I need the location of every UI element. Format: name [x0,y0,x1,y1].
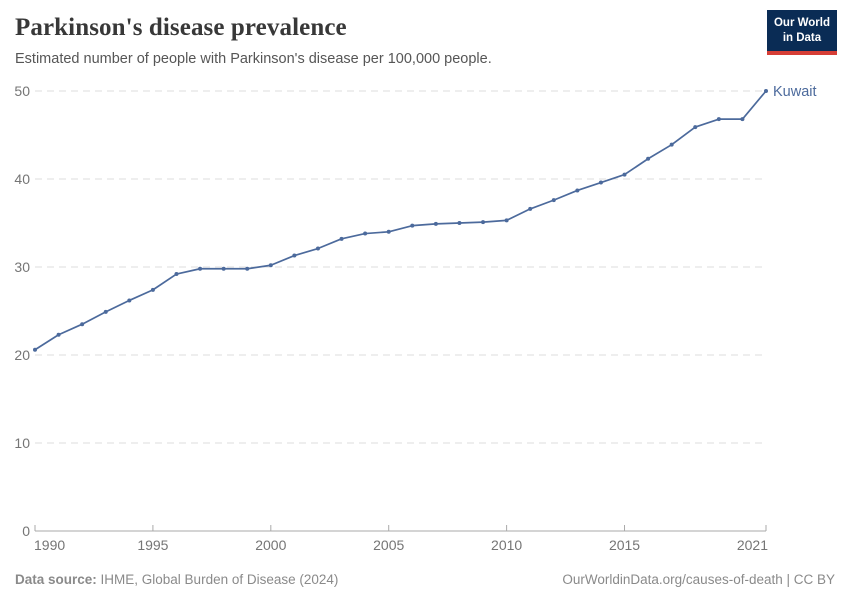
chart-subtitle: Estimated number of people with Parkinso… [15,51,492,68]
x-tick-label: 2010 [491,537,522,553]
data-point [622,172,627,177]
x-tick-label: 1990 [34,537,65,553]
data-point [245,266,250,271]
data-point [33,347,37,352]
x-tick-label: 2021 [737,537,768,553]
data-point [292,253,297,258]
chart-title: Parkinson's disease prevalence [15,14,347,41]
data-point [669,142,674,147]
x-tick-label: 1995 [137,537,168,553]
data-point [127,298,132,303]
credit-link[interactable]: OurWorldinData.org/causes-of-death | CC … [562,572,835,587]
data-point [598,180,603,185]
data-point [103,309,108,314]
y-tick-label: 40 [14,171,30,187]
data-point [80,322,85,327]
data-source: Data source: IHME, Global Burden of Dise… [15,572,338,587]
owid-logo[interactable]: Our World in Data [766,10,837,55]
data-point [740,117,745,122]
chart-footer: Data source: IHME, Global Burden of Dise… [15,572,835,587]
chart-header: Parkinson's disease prevalence Estimated… [15,12,750,69]
data-point [150,287,155,292]
data-point [528,206,533,211]
data-point [386,229,391,234]
x-tick-label: 2005 [373,537,404,553]
y-tick-label: 30 [14,259,30,275]
x-tick-label: 2000 [255,537,286,553]
data-source-text: IHME, Global Burden of Disease (2024) [96,572,339,587]
data-point [268,263,273,268]
data-point [433,221,438,226]
data-point [504,218,509,223]
data-point [764,89,768,93]
y-tick-label: 0 [22,523,30,539]
owid-logo-line1: Our World [773,17,830,29]
data-point [481,220,486,225]
data-point [410,223,415,228]
data-point [174,272,179,277]
data-point [551,198,556,203]
data-point [693,125,698,130]
owid-logo-line2: in Data [782,31,822,44]
series-line-kuwait [34,90,767,351]
data-point [315,246,320,251]
y-tick-label: 50 [14,83,30,99]
data-point [56,332,61,337]
data-point [457,221,462,225]
data-point [339,236,344,241]
data-point [363,231,368,236]
data-source-label: Data source: [15,572,97,587]
y-tick-label: 20 [14,347,30,363]
data-point [716,117,721,122]
data-point [575,188,580,193]
data-point [221,266,226,271]
x-tick-label: 2015 [609,537,640,553]
series-end-label[interactable]: Kuwait [773,84,817,100]
data-point [198,266,203,271]
y-tick-label: 10 [14,435,30,451]
data-point [646,156,651,161]
